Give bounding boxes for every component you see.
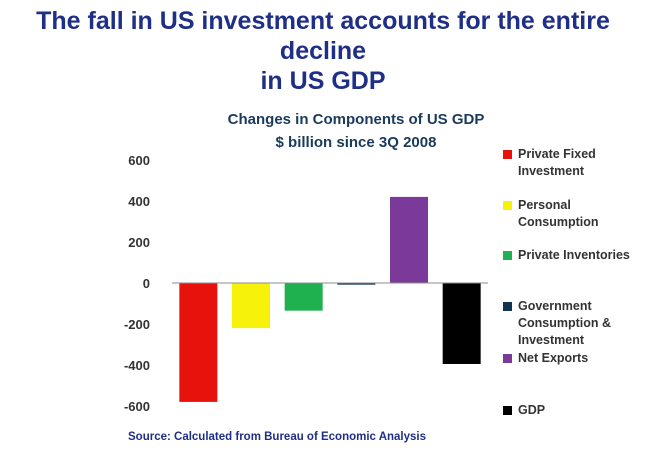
chart-title: Changes in Components of US GDP (228, 111, 485, 128)
chart-subtitle: $ billion since 3Q 2008 (276, 134, 437, 151)
legend-label: Government Consumption & Investment (518, 298, 646, 349)
legend-label-line: Net Exports (518, 351, 589, 365)
y-tick-label: 600 (128, 153, 150, 168)
legend-swatch (503, 302, 512, 311)
legend-item: Net Exports (503, 350, 646, 367)
legend-swatch (503, 150, 512, 159)
legend-swatch (503, 251, 512, 260)
legend-item: Private Inventories (503, 247, 646, 264)
legend-label-line: Private Fixed (518, 147, 596, 161)
legend-label: Personal Consumption (518, 197, 646, 231)
legend-label-line: Investment (518, 164, 584, 178)
bar-private-fixed-investment (179, 283, 218, 402)
legend-label-line: Government (518, 299, 592, 313)
legend-label-line: Investment (518, 333, 584, 347)
y-tick-label: 200 (128, 235, 150, 250)
legend-swatch (503, 354, 512, 363)
bar-private-inventories (284, 283, 323, 311)
legend-label: Private Inventories (518, 247, 646, 264)
y-tick-label: 0 (143, 276, 150, 291)
headline-line-2: in US GDP (260, 67, 386, 95)
legend-label: Net Exports (518, 350, 646, 367)
legend-label-line: Consumption & (518, 316, 612, 330)
legend-item: Personal Consumption (503, 197, 646, 231)
bar-personal-consumption (232, 283, 270, 329)
bars-group (179, 196, 481, 402)
legend-swatch (503, 201, 512, 210)
headline: The fall in US investment accounts for t… (0, 6, 646, 96)
legend-label-line: Private Inventories (518, 248, 630, 262)
legend-label-line: GDP (518, 403, 546, 417)
legend-label: Private Fixed Investment (518, 146, 646, 180)
y-tick-label: -600 (124, 399, 150, 414)
y-axis: 600 400 200 0 -200 -400 -600 (124, 153, 488, 414)
bar-government-consumption-investment (337, 283, 376, 285)
source-note: Source: Calculated from Bureau of Econom… (128, 431, 427, 443)
legend-label: GDP (518, 402, 646, 419)
legend-item: Private Fixed Investment (503, 146, 646, 180)
legend-item: Government Consumption & Investment (503, 298, 646, 349)
legend-item: GDP (503, 402, 646, 419)
bar-gdp (442, 283, 481, 364)
legend-label-line: Consumption (518, 215, 599, 229)
bar-net-exports (390, 196, 428, 283)
legend-swatch (503, 406, 512, 415)
y-tick-label: -200 (124, 317, 150, 332)
y-tick-label: 400 (128, 194, 150, 209)
legend-label-line: Personal (518, 198, 571, 212)
y-tick-label: -400 (124, 358, 150, 373)
headline-line-1: The fall in US investment accounts for t… (36, 7, 610, 65)
